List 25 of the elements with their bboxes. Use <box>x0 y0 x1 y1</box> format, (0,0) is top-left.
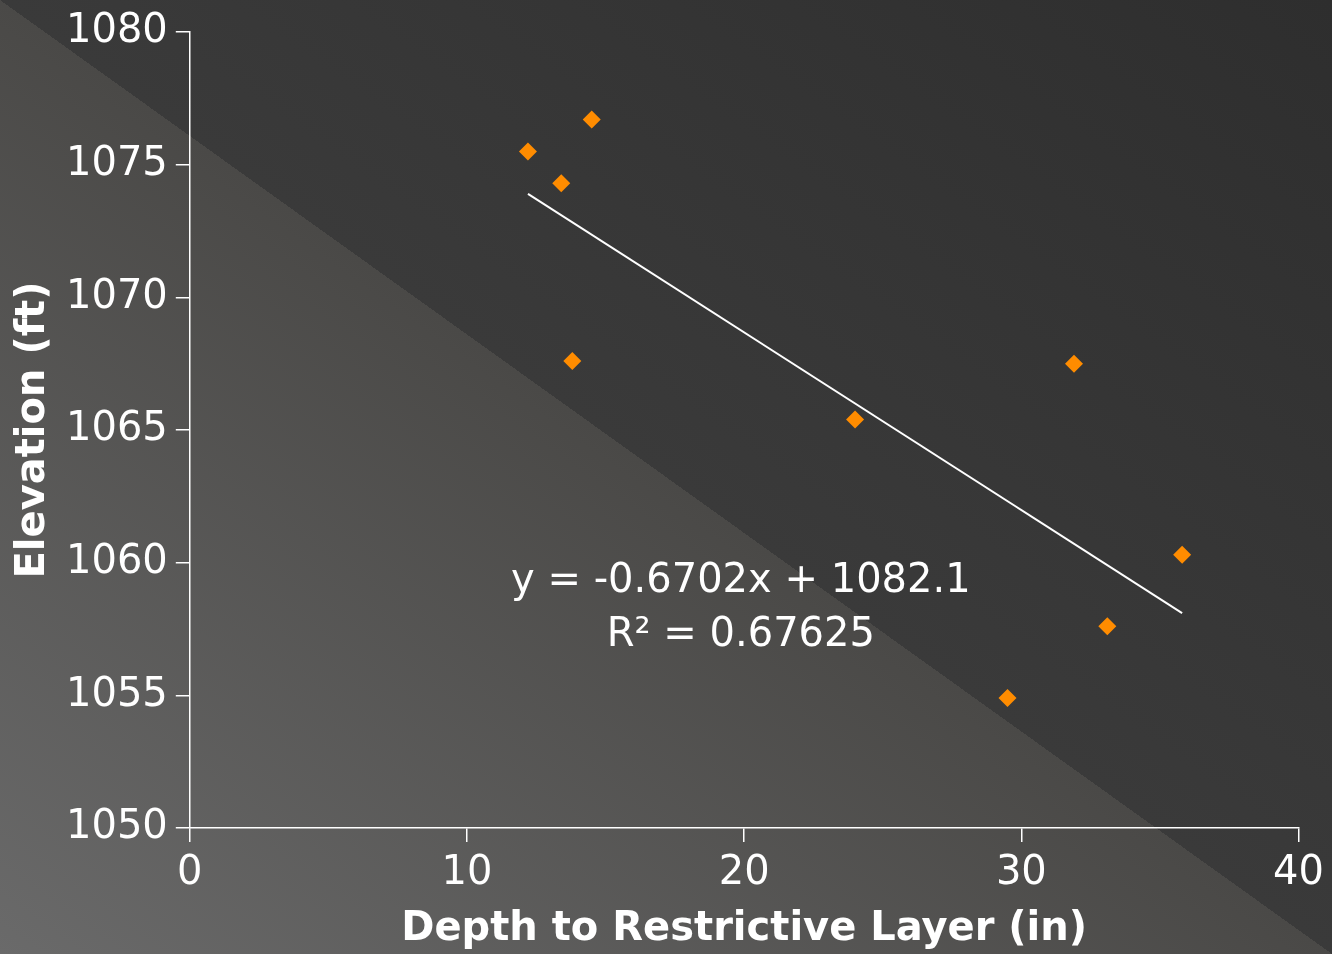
point <box>1065 354 1084 373</box>
x-tick-label: 30 <box>995 847 1047 894</box>
annotation: y = -0.6702x + 1082.1 <box>511 554 971 601</box>
x-tick-label: 40 <box>1273 847 1324 894</box>
point <box>582 110 601 129</box>
y-tick-label: 1050 <box>66 801 168 848</box>
y-tick-label: 1060 <box>66 536 168 583</box>
x-tick-label: 20 <box>718 847 770 894</box>
y-tick-label: 1075 <box>66 138 168 185</box>
x-tick-label: 0 <box>177 847 203 894</box>
x-axis-title: Depth to Restrictive Layer (in) <box>401 903 1088 950</box>
point <box>1098 617 1117 636</box>
point <box>563 352 582 371</box>
x-tick-label: 10 <box>441 847 493 894</box>
y-tick-label: 1055 <box>66 668 168 715</box>
point <box>518 142 537 161</box>
point <box>846 410 865 429</box>
y-axis-title: Elevation (ft) <box>7 281 54 579</box>
point <box>1173 545 1192 564</box>
annotation: R² = 0.67625 <box>606 608 875 655</box>
y-tick-label: 1080 <box>66 5 168 52</box>
y-tick-label: 1065 <box>66 403 168 450</box>
y-tick-label: 1070 <box>66 270 168 317</box>
point <box>552 174 571 193</box>
point <box>998 688 1017 707</box>
